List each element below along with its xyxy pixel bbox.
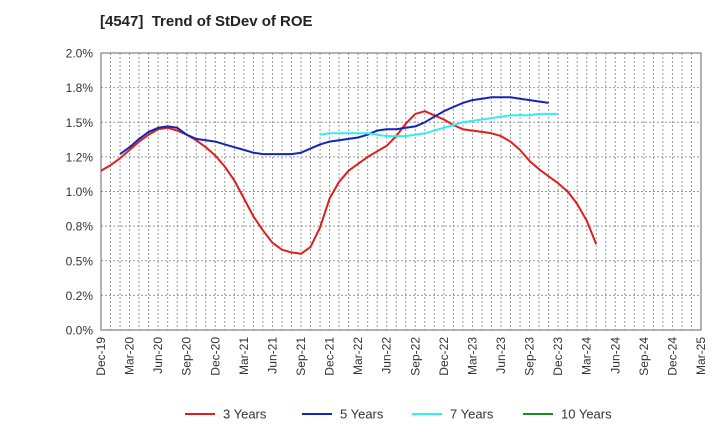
x-tick-label: Dec-21 [323,337,337,376]
x-tick-label: Jun-20 [151,337,165,374]
y-tick-label: 1.0% [66,185,94,199]
x-tick-label: Mar-20 [123,337,137,375]
x-tick-label: Sep-23 [523,337,537,376]
x-tick-label: Dec-22 [437,337,451,376]
y-tick-label: 1.2% [66,150,94,164]
legend-label-7-years: 7 Years [450,407,494,422]
x-tick-label: Mar-23 [465,337,479,375]
y-tick-label: 1.8% [66,81,94,95]
x-tick-label: Jun-23 [494,337,508,374]
grid [101,53,701,330]
legend-label-5-years: 5 Years [340,407,384,422]
x-tick-label: Sep-21 [294,337,308,376]
y-tick-label: 0.0% [66,324,94,338]
x-tick-label: Dec-23 [551,337,565,376]
x-tick-label: Mar-21 [237,337,251,375]
series-lines [100,96,598,255]
legend: 3 Years 5 Years 7 Years 10 Years [185,407,612,422]
x-tick-label: Mar-22 [351,337,365,375]
series-line-5-years [119,96,549,156]
x-tick-label: Dec-20 [208,337,222,376]
x-tick-label: Sep-24 [637,337,651,376]
series-line-7-years [319,112,559,138]
x-tick-label: Sep-20 [180,337,194,376]
x-tick-label: Mar-24 [580,337,594,375]
x-tick-label: Sep-22 [408,337,422,376]
chart-title: [4547] Trend of StDev of ROE [100,13,313,30]
x-tick-label: Dec-24 [665,337,679,376]
legend-label-3-years: 3 Years [223,407,267,422]
y-tick-label: 0.8% [66,220,94,234]
x-tick-label: Dec-19 [94,337,108,376]
y-tick-label: 1.5% [66,116,94,130]
y-tick-label: 0.2% [66,289,94,303]
x-tick-label: Jun-22 [380,337,394,374]
x-tick-label: Jun-21 [265,337,279,374]
x-tick-label: Mar-25 [694,337,708,375]
plot-border [100,52,702,331]
legend-label-10-years: 10 Years [561,407,612,422]
x-tick-label: Jun-24 [608,337,622,374]
y-tick-label: 2.0% [66,47,94,61]
axes: 0.0% 0.2% 0.5% 0.8% 1.0% 1.2% 1.5% 1.8% 2.0% Dec-… [66,47,708,376]
y-tick-label: 0.5% [66,254,94,268]
